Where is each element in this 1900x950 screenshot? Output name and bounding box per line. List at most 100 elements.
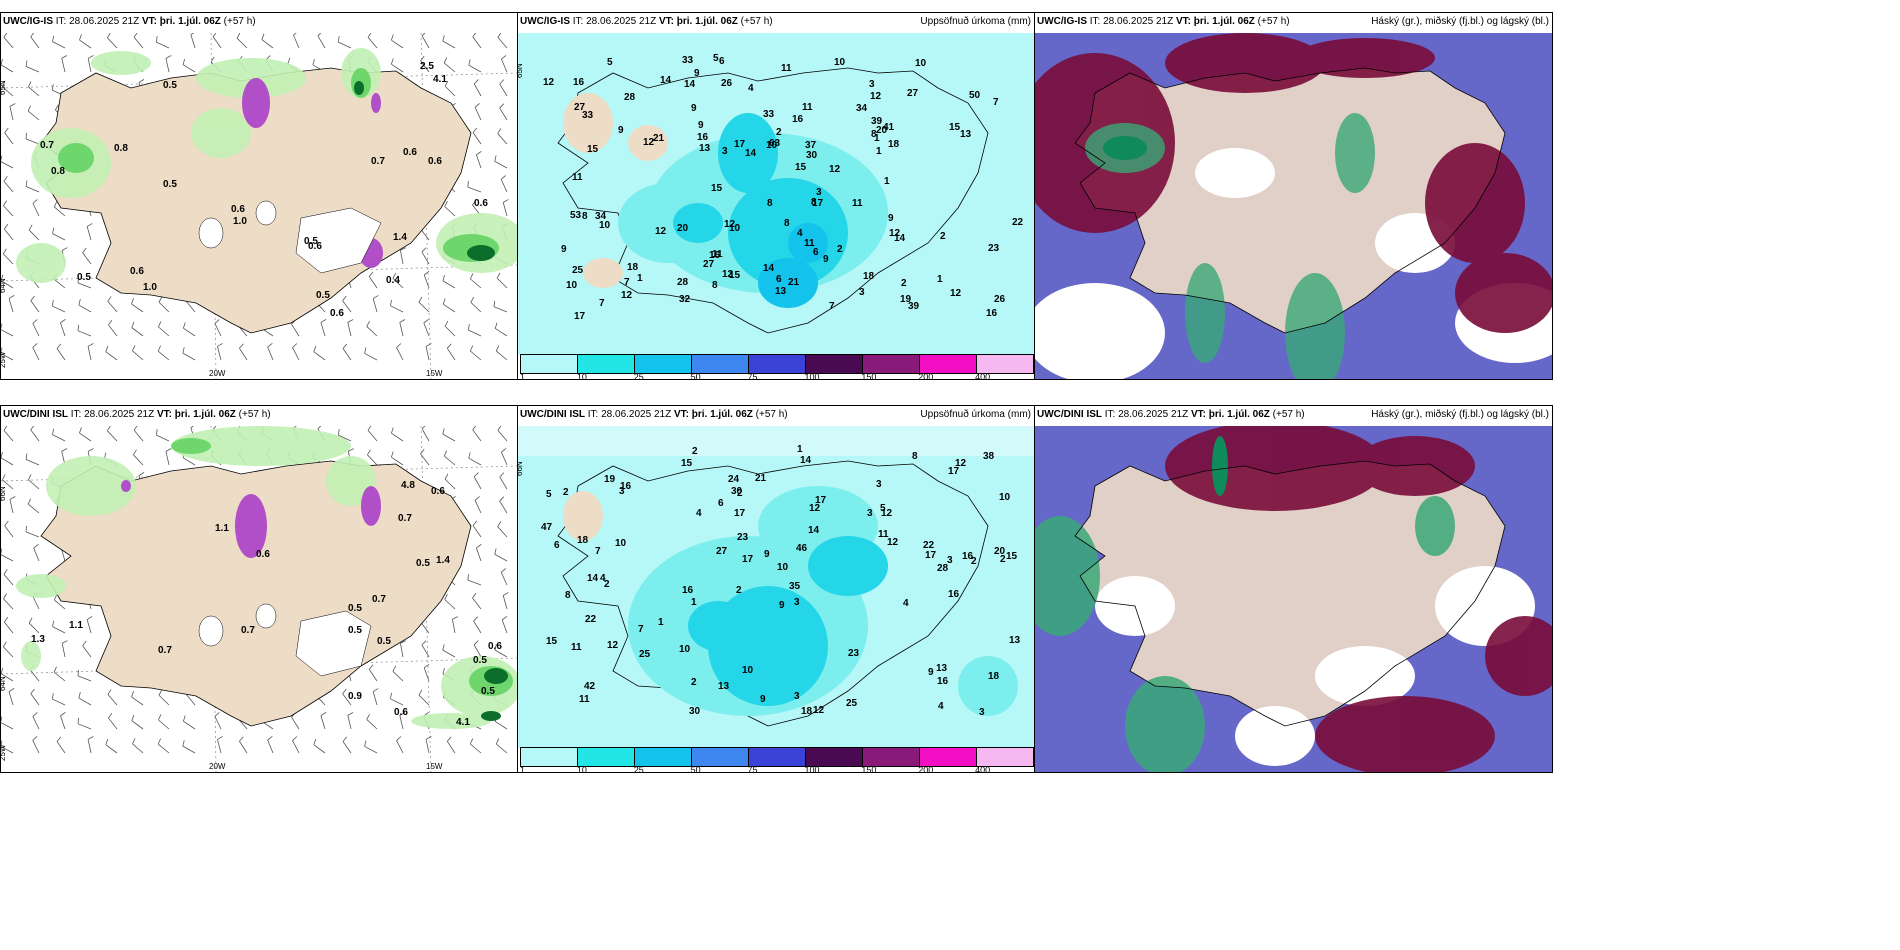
field-title: Uppsöfnuð úrkoma (mm)	[920, 409, 1031, 420]
value-label: 0.6	[256, 549, 270, 560]
colorbar-swatch	[977, 355, 1033, 373]
value-label: 2	[736, 585, 742, 596]
value-label: 8	[784, 218, 790, 229]
value-label: 2	[901, 278, 907, 289]
value-label: 25	[846, 698, 858, 709]
value-label: 14	[587, 573, 599, 584]
value-label: 1	[691, 597, 697, 608]
value-label: 3	[869, 79, 875, 90]
value-label: 21	[788, 277, 800, 288]
colorbar-tick: 150	[861, 372, 877, 380]
value-label: 10	[915, 58, 927, 69]
value-label: 16	[573, 77, 585, 88]
value-label: 16	[986, 308, 998, 319]
value-label: 7	[624, 277, 630, 288]
value-label: 1.1	[69, 620, 83, 631]
value-label: 14	[800, 455, 812, 466]
value-label: 0.5	[163, 80, 177, 91]
colorbar-tick: 50	[690, 372, 701, 380]
value-label: 12	[621, 290, 633, 301]
value-label: 4.8	[401, 480, 415, 491]
value-label: 10	[679, 644, 691, 655]
value-label: 10	[599, 220, 611, 231]
value-label: 0.7	[371, 156, 385, 167]
value-label: 13	[699, 143, 711, 154]
value-label: 1.3	[31, 634, 45, 645]
value-label: 14	[763, 263, 775, 274]
value-label: 8	[811, 197, 817, 208]
field-title: Uppsöfnuð úrkoma (mm)	[920, 16, 1031, 27]
value-label: 14	[660, 75, 672, 86]
panel-dini-wind: UWC/DINI ISL IT: 28.06.2025 21Z VT: þri.…	[0, 405, 518, 773]
value-label: 25	[572, 265, 584, 276]
colorbar-tick: 1	[520, 765, 526, 773]
panel-title: UWC/DINI ISL IT: 28.06.2025 21Z VT: þri.…	[520, 409, 788, 420]
value-label: 3	[859, 287, 865, 298]
value-label: 10	[566, 280, 578, 291]
value-label: 35	[789, 581, 801, 592]
value-label: 5	[880, 503, 886, 514]
value-label: 33	[763, 109, 775, 120]
value-label: 23	[848, 648, 860, 659]
value-label: 34	[856, 103, 868, 114]
value-label: 10	[777, 562, 789, 573]
value-label: 0.8	[51, 166, 65, 177]
value-label: 1	[876, 146, 882, 157]
value-label: 18	[627, 262, 639, 273]
value-label: 12	[813, 705, 825, 716]
value-label: 39	[871, 116, 883, 127]
value-label: 11	[781, 63, 792, 74]
value-label: 8	[712, 280, 718, 291]
value-label: 0.5	[316, 290, 330, 301]
value-label: 11	[802, 102, 813, 113]
value-label: 1	[937, 274, 943, 285]
value-label: 0.8	[114, 143, 128, 154]
value-label: 3	[867, 508, 873, 519]
value-label: 0.5	[473, 655, 487, 666]
value-label: 30	[731, 486, 743, 497]
value-label: 8	[871, 129, 877, 140]
value-label: 5	[713, 53, 719, 64]
value-label: 11	[572, 172, 583, 183]
svg-text:20W: 20W	[209, 762, 226, 771]
value-label: 20	[876, 125, 888, 136]
value-label: 12	[950, 288, 962, 299]
value-label: 7	[595, 546, 601, 557]
svg-text:25W: 25W	[1, 351, 7, 368]
colorbar-swatch	[920, 355, 977, 373]
value-label: 3	[816, 187, 822, 198]
value-label: 15	[729, 270, 741, 281]
value-label: 0.5	[416, 558, 430, 569]
value-label: 2	[604, 579, 610, 590]
value-label: 12	[889, 228, 901, 239]
value-label: 15	[681, 458, 693, 469]
value-label: 11	[852, 198, 863, 209]
value-label: 17	[815, 495, 827, 506]
panel-dini-clouds: UWC/DINI ISL IT: 28.06.2025 21Z VT: þri.…	[1034, 405, 1553, 773]
value-label: 12	[955, 458, 967, 469]
value-label: 22	[585, 614, 597, 625]
value-label: 4	[600, 573, 606, 584]
value-label: 11	[878, 529, 889, 540]
value-label: 27	[716, 546, 728, 557]
value-label: 6	[554, 540, 560, 551]
value-label: 9	[760, 694, 766, 705]
value-label: 8	[582, 211, 588, 222]
value-label: 16	[962, 551, 974, 562]
value-label: 0.7	[372, 594, 386, 605]
colorbar-swatch	[749, 748, 806, 766]
value-label: 2	[563, 487, 569, 498]
value-label: 47	[541, 522, 553, 533]
value-label: 9	[698, 120, 704, 131]
value-label: 4.1	[433, 74, 447, 85]
value-label: 1	[884, 176, 890, 187]
value-label: 3	[947, 555, 953, 566]
value-label: 12	[607, 640, 619, 651]
value-label: 17	[812, 198, 824, 209]
colorbar-tick: 10	[576, 372, 587, 380]
value-label: 18	[801, 706, 813, 717]
value-label: 23	[988, 243, 1000, 254]
colorbar-swatch	[692, 355, 749, 373]
value-label: 0.7	[398, 513, 412, 524]
